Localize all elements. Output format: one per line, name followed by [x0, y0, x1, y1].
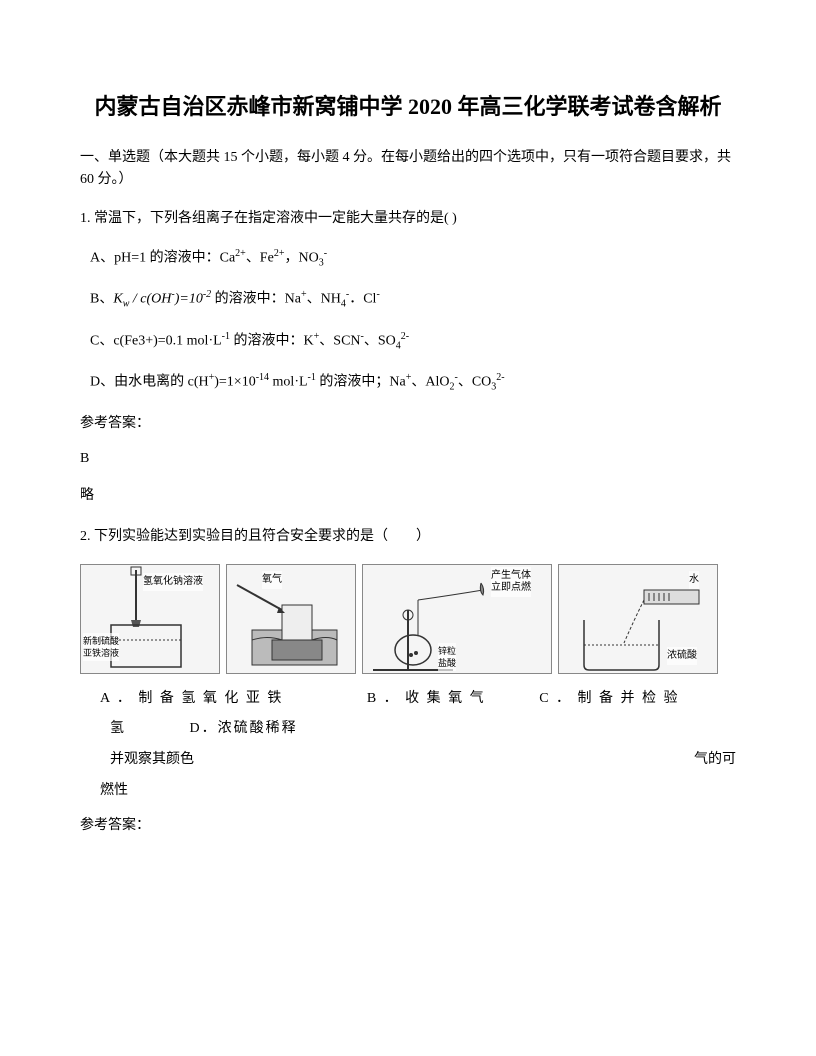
text: 的溶液中；Na: [316, 375, 406, 390]
figure-c: 产生气体 立即点燃 锌粒 盐酸: [362, 564, 552, 674]
question-2: 2. 下列实验能达到实验目的且符合安全要求的是（ ） 氢氧化钠溶液 新制硫酸 亚…: [80, 524, 736, 838]
text: A、pH=1 的溶液中：Ca: [90, 251, 235, 266]
sup: -1: [222, 331, 230, 342]
sup: 2+: [274, 248, 285, 259]
q1-text: 1. 常温下，下列各组离子在指定溶液中一定能大量共存的是( ): [80, 206, 736, 231]
text: 、SO: [364, 334, 396, 349]
q2-option-a: A ． 制 备 氢 氧 化 亚 铁: [100, 684, 283, 715]
text: D、由水电离的 c(H: [90, 375, 209, 390]
q2-answer-label: 参考答案：: [80, 813, 736, 838]
q2-line3b: 气的可: [694, 745, 736, 776]
q1-brief: 略: [80, 483, 736, 508]
q1-answer-label: 参考答案：: [80, 411, 736, 436]
sub: 2: [449, 382, 454, 393]
text: 的溶液中：K: [230, 334, 314, 349]
q2-line3a: 并观察其颜色: [110, 745, 194, 776]
text: 、SCN: [319, 334, 360, 349]
figure-b: 氧气: [226, 564, 356, 674]
sub: 3: [319, 257, 324, 268]
text: 、CO: [458, 375, 491, 390]
sub: 4: [341, 299, 346, 310]
q1-answer: B: [80, 446, 736, 471]
sup: -: [324, 248, 327, 259]
fig-c-label-4: 盐酸: [438, 655, 456, 671]
q1-option-a: A、pH=1 的溶液中：Ca2+、Fe2+，NO3-: [90, 245, 736, 272]
formula: Kw / c(OH-)=10-2: [113, 286, 211, 313]
q2-figures: 氢氧化钠溶液 新制硫酸 亚铁溶液 氧气: [80, 564, 736, 674]
fig-d-label-2: 浓硫酸: [667, 647, 697, 665]
text: C、c(Fe3+)=0.1 mol·L: [90, 334, 222, 349]
q2-line4: 燃性: [100, 776, 736, 807]
fig-c-label-2: 立即点燃: [491, 579, 531, 597]
figure-a: 氢氧化钠溶液 新制硫酸 亚铁溶液: [80, 564, 220, 674]
sup: 2+: [235, 248, 246, 259]
page-title: 内蒙古自治区赤峰市新窝铺中学 2020 年高三化学联考试卷含解析: [80, 90, 736, 123]
sub: 3: [491, 382, 496, 393]
fig-a-label-3: 亚铁溶液: [83, 645, 119, 661]
figure-d: 水 浓硫酸: [558, 564, 718, 674]
sup: -: [376, 289, 379, 300]
fig-d-label-1: 水: [689, 571, 699, 589]
q2-option-c: C ． 制 备 并 检 验: [539, 684, 679, 715]
text: 、NH: [307, 292, 341, 307]
sup: 2-: [496, 372, 504, 383]
text: )=1×10: [214, 375, 255, 390]
q2-option-d: D．浓硫酸稀释: [190, 714, 298, 745]
q2-option-b: B ． 收 集 氧 气: [367, 684, 486, 715]
q2-options: A ． 制 备 氢 氧 化 亚 铁 B ． 收 集 氧 气 C ． 制 备 并 …: [80, 684, 736, 807]
question-1: 1. 常温下，下列各组离子在指定溶液中一定能大量共存的是( ) A、pH=1 的…: [80, 206, 736, 509]
text: B、: [90, 292, 113, 307]
q1-option-b: B、Kw / c(OH-)=10-2 的溶液中：Na+、NH4-．Cl-: [90, 286, 736, 313]
fig-a-label-1: 氢氧化钠溶液: [143, 573, 203, 591]
text: ，NO: [284, 251, 318, 266]
q1-option-c: C、c(Fe3+)=0.1 mol·L-1 的溶液中：K+、SCN-、SO42-: [90, 328, 736, 355]
text: ．Cl: [349, 292, 376, 307]
sup: 2-: [401, 331, 409, 342]
q2-text: 2. 下列实验能达到实验目的且符合安全要求的是（ ）: [80, 524, 736, 549]
text: 、Fe: [246, 251, 274, 266]
sup: -1: [308, 372, 316, 383]
sup: -14: [256, 372, 269, 383]
text: 的溶液中：Na: [211, 292, 301, 307]
q1-option-d: D、由水电离的 c(H+)=1×10-14 mol·L-1 的溶液中；Na+、A…: [90, 369, 736, 396]
text: mol·L: [269, 375, 308, 390]
text: 、AlO: [411, 375, 449, 390]
fig-b-label-1: 氧气: [262, 571, 282, 589]
section-header: 一、单选题（本大题共 15 个小题，每小题 4 分。在每小题给出的四个选项中，只…: [80, 147, 736, 192]
q2-option-c-cont: 氢: [110, 714, 126, 745]
